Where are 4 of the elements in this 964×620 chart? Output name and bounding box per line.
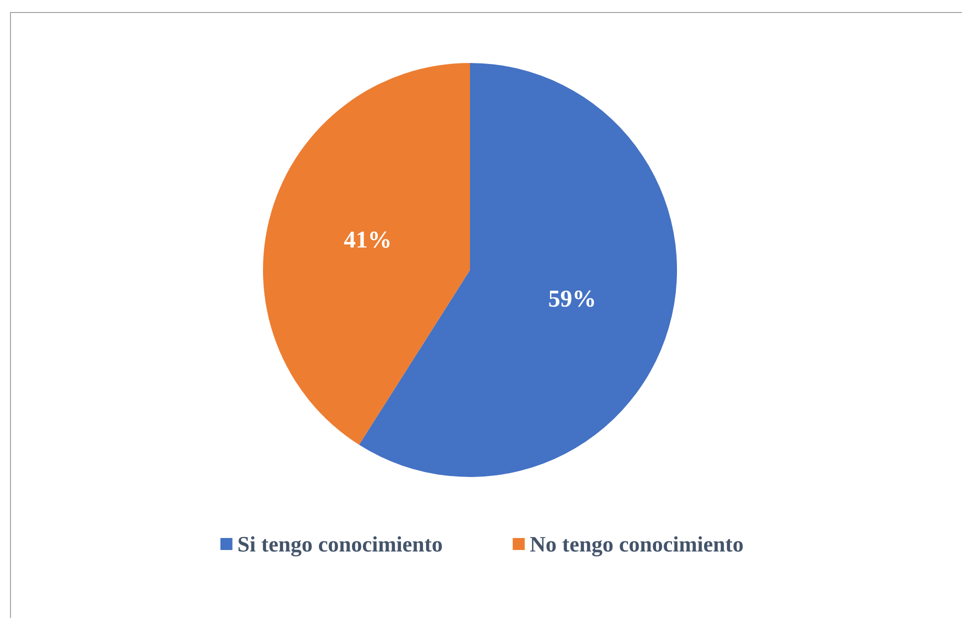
legend-label: No tengo conocimiento — [530, 532, 744, 556]
data-label: 59% — [548, 286, 596, 313]
legend-label: Si tengo conocimiento — [237, 532, 443, 556]
data-label: 41% — [344, 227, 392, 254]
